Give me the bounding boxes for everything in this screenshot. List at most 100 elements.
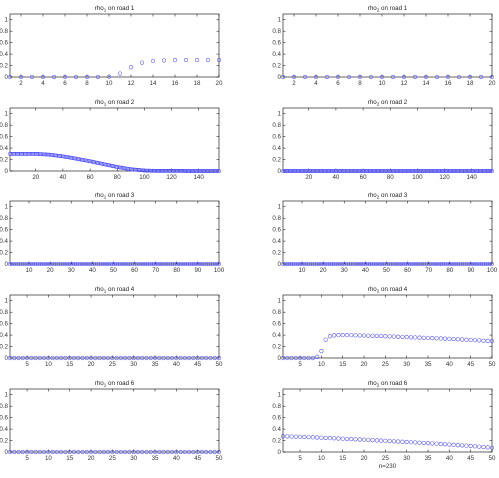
- x-tick-label: 60: [87, 174, 94, 181]
- data-point: [403, 169, 408, 173]
- data-point: [480, 169, 485, 173]
- data-point: [285, 355, 290, 361]
- data-point: [349, 333, 354, 338]
- data-point: [471, 262, 475, 266]
- data-point: [336, 169, 341, 173]
- data-point: [123, 449, 128, 455]
- data-point: [460, 262, 465, 266]
- data-point: [177, 169, 182, 173]
- data-point: [74, 156, 79, 161]
- data-point: [282, 169, 287, 173]
- chart-title: rho1 on road 2: [95, 99, 135, 107]
- data-point: [485, 262, 490, 266]
- data-point: [148, 449, 153, 455]
- data-point: [173, 169, 178, 173]
- y-tick-label: 0.6: [272, 40, 281, 47]
- data-point: [172, 262, 177, 266]
- data-point: [464, 169, 469, 173]
- data-point: [147, 262, 152, 266]
- data-point: [35, 152, 40, 156]
- data-point: [169, 169, 174, 173]
- data-point: [33, 151, 38, 156]
- y-tick-label: 0.8: [272, 309, 281, 316]
- data-point: [374, 169, 379, 173]
- x-tick-label: 40: [446, 361, 453, 368]
- data-point: [316, 169, 321, 173]
- data-point: [357, 333, 362, 338]
- data-point: [24, 449, 30, 455]
- data-point: [187, 449, 192, 455]
- data-point: [302, 169, 307, 173]
- data-point: [445, 74, 451, 80]
- data-point: [388, 169, 393, 173]
- data-point: [327, 262, 332, 266]
- x-tick-label: 60: [131, 267, 138, 274]
- data-point: [305, 169, 310, 173]
- data-point: [461, 169, 466, 173]
- data-point: [357, 437, 362, 442]
- data-point: [151, 168, 156, 173]
- data-point: [22, 262, 27, 266]
- data-point: [42, 355, 47, 361]
- data-point: [144, 449, 149, 455]
- data-point: [431, 169, 436, 173]
- data-point: [12, 262, 17, 266]
- data-point: [46, 355, 51, 361]
- data-point: [475, 262, 480, 266]
- data-point: [296, 169, 300, 173]
- data-point: [183, 58, 189, 63]
- data-point: [485, 445, 490, 450]
- data-point: [481, 444, 486, 450]
- data-point: [99, 161, 103, 166]
- data-point: [423, 169, 428, 173]
- data-point: [8, 151, 12, 156]
- data-point: [105, 262, 109, 266]
- data-point: [335, 169, 340, 173]
- data-point: [93, 355, 98, 361]
- data-point: [465, 169, 470, 173]
- data-point: [451, 442, 456, 447]
- data-point: [41, 262, 46, 266]
- data-point: [344, 169, 349, 173]
- data-point: [297, 434, 303, 439]
- data-point: [16, 151, 21, 156]
- data-point: [58, 262, 63, 266]
- data-point: [291, 74, 297, 80]
- data-point: [206, 169, 211, 173]
- data-point: [411, 169, 416, 173]
- data-point: [362, 169, 367, 173]
- data-point: [285, 169, 289, 173]
- subplot-9: rho1 on road 600.20.40.60.815 10 15 20 25 30 3…: [0, 380, 223, 462]
- data-point: [434, 441, 439, 446]
- x-tick-label: 10: [45, 455, 52, 462]
- data-point: [298, 169, 303, 173]
- data-point: [12, 151, 16, 156]
- data-point: [46, 262, 50, 266]
- data-point: [361, 169, 365, 173]
- data-point: [63, 355, 68, 361]
- data-point: [378, 262, 382, 266]
- data-point: [408, 169, 413, 173]
- data-point: [382, 262, 387, 266]
- data-point: [447, 442, 452, 447]
- data-point: [56, 262, 61, 266]
- data-point: [33, 355, 38, 361]
- data-point: [353, 169, 357, 173]
- x-tick-label: 45: [467, 455, 474, 462]
- data-point: [191, 449, 196, 455]
- data-point: [104, 162, 109, 167]
- x-tick-label: 12: [128, 80, 135, 87]
- x-tick-label: 35: [425, 455, 432, 462]
- data-point: [139, 168, 144, 173]
- data-point: [39, 262, 44, 266]
- x-tick-label: 15: [66, 455, 73, 462]
- data-point: [106, 449, 111, 455]
- data-point: [7, 449, 13, 455]
- data-point: [300, 169, 304, 173]
- data-point: [377, 169, 382, 173]
- data-point: [315, 435, 320, 440]
- data-point: [150, 168, 155, 173]
- subplot-8: rho2 on road 400.20.40.60.815 10 15 20 25 30 3…: [272, 286, 496, 368]
- data-point: [141, 262, 145, 266]
- data-point: [175, 169, 179, 173]
